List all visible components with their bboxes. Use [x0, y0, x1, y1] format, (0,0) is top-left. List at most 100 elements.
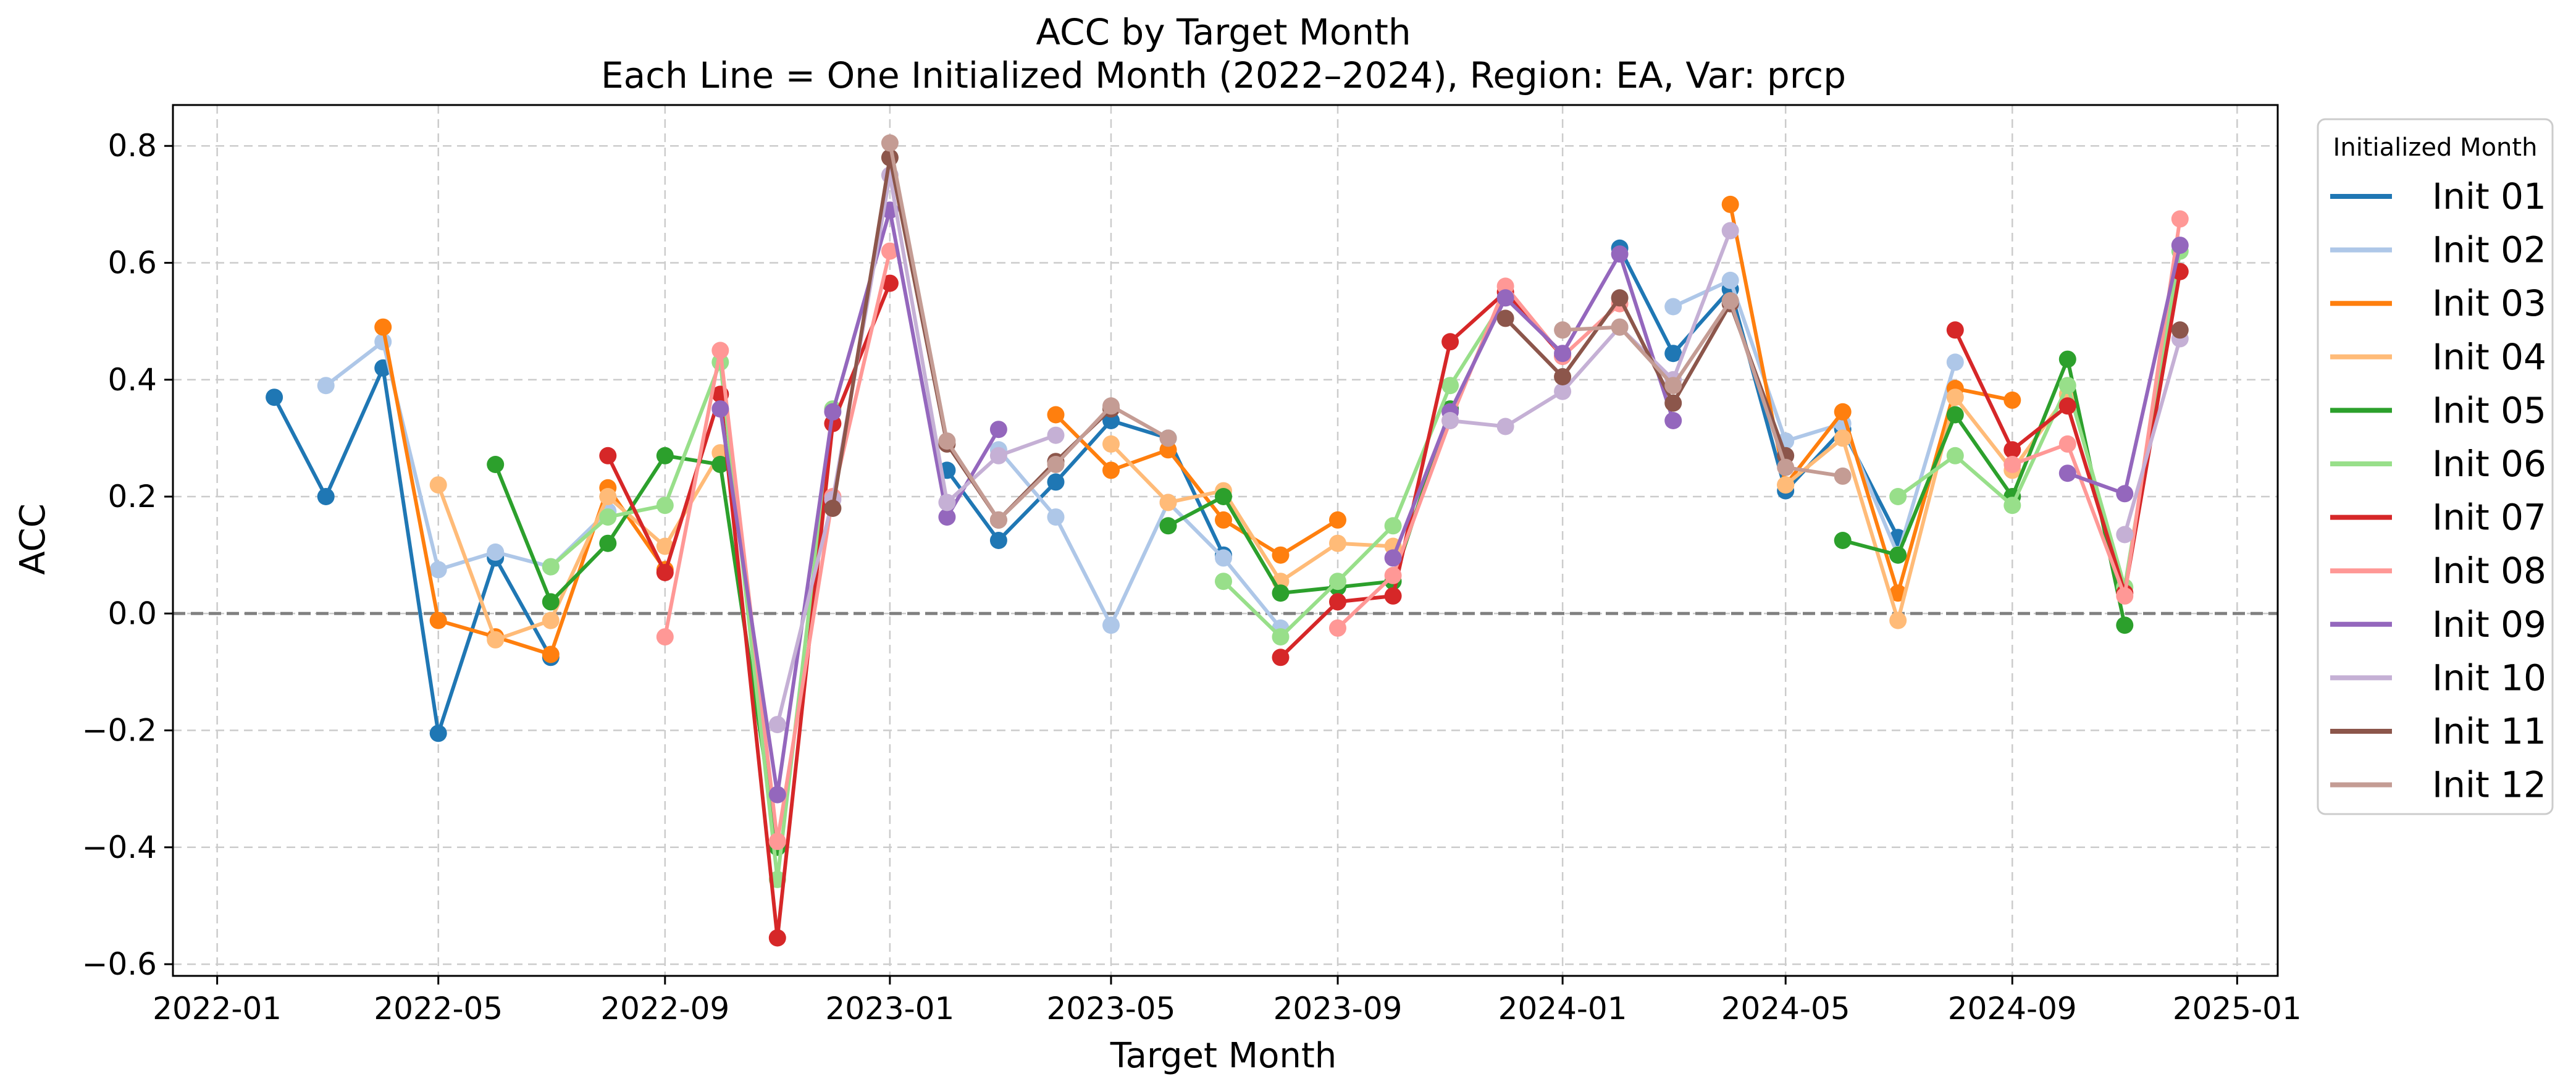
data-point	[1946, 321, 1964, 339]
x-tick-label: 2025-01	[2173, 991, 2302, 1027]
series-init-09	[711, 201, 2189, 804]
data-point	[1834, 403, 1852, 421]
data-point	[768, 716, 786, 734]
data-point	[1329, 593, 1346, 611]
data-point	[938, 432, 956, 450]
data-point	[1496, 418, 1514, 435]
series-line	[606, 282, 892, 940]
data-point	[1329, 573, 1346, 590]
legend-item: Init 03	[2330, 282, 2546, 324]
data-point	[2171, 237, 2189, 254]
data-point	[1215, 573, 1232, 590]
data-point	[1664, 377, 1682, 395]
data-point	[711, 456, 729, 473]
data-point	[1834, 532, 1852, 549]
legend-item: Init 09	[2330, 603, 2546, 645]
data-point	[2171, 210, 2189, 228]
data-point	[938, 508, 956, 526]
data-point	[1441, 377, 1459, 395]
legend-item: Init 11	[2330, 710, 2546, 752]
data-point	[487, 456, 505, 473]
x-tick-label: 2022-01	[153, 991, 282, 1027]
data-point	[989, 421, 1007, 439]
data-point	[1721, 222, 1739, 240]
series-line	[493, 453, 779, 848]
series-line	[2123, 338, 2182, 536]
data-point	[1946, 447, 1964, 464]
data-point	[599, 447, 617, 464]
series-line	[1784, 393, 2070, 623]
y-tick-label: 0.6	[107, 245, 157, 281]
data-point	[1047, 426, 1065, 444]
series-line	[1450, 230, 1732, 429]
data-point	[599, 488, 617, 505]
data-point	[2058, 350, 2076, 368]
legend-label: Init 04	[2432, 336, 2546, 378]
y-tick-label: 0.4	[107, 362, 157, 398]
data-point	[1047, 406, 1065, 424]
data-point	[1664, 394, 1682, 412]
data-point	[2058, 397, 2076, 415]
data-point	[1159, 517, 1177, 535]
data-point	[1215, 511, 1232, 529]
x-tick-label: 2023-05	[1047, 991, 1176, 1027]
legend-label: Init 07	[2432, 497, 2546, 539]
data-point	[1102, 397, 1120, 415]
data-point	[824, 500, 842, 517]
legend-item: Init 06	[2330, 443, 2546, 485]
data-point	[487, 543, 505, 561]
data-point	[2003, 497, 2021, 514]
data-point	[2116, 616, 2134, 634]
data-point	[2058, 377, 2076, 395]
data-point	[1272, 649, 1290, 666]
data-point	[1946, 388, 1964, 406]
data-point	[1611, 318, 1629, 336]
data-point	[1384, 587, 1402, 605]
series-line	[1279, 290, 1564, 659]
series-line	[381, 327, 667, 657]
data-point	[2003, 456, 2021, 473]
data-point	[1721, 195, 1739, 213]
legend-label: Init 05	[2432, 389, 2546, 431]
data-point	[1159, 494, 1177, 511]
data-point	[1215, 549, 1232, 567]
data-point	[1946, 406, 1964, 424]
y-tick-label: −0.4	[82, 830, 157, 865]
data-point	[1329, 511, 1346, 529]
grid-layer	[173, 105, 2278, 976]
axis-layer: 2022-01 2022-05 2022-09 2023-01 2023-05 2023-…	[82, 128, 2302, 1027]
series-line	[272, 366, 553, 736]
data-point	[429, 476, 447, 494]
data-point	[1102, 435, 1120, 453]
data-point	[2116, 526, 2134, 544]
data-point	[989, 447, 1007, 464]
chart-title: ACC by Target Month	[1036, 11, 1411, 53]
data-point	[656, 447, 674, 464]
data-point	[881, 242, 899, 260]
data-point	[1834, 467, 1852, 485]
legend-item: Init 05	[2330, 389, 2546, 431]
data-point	[1496, 289, 1514, 307]
data-point	[881, 134, 899, 152]
chart-subtitle: Each Line = One Initialized Month (2022–…	[601, 54, 1846, 96]
data-point	[1496, 309, 1514, 327]
legend-item: Init 08	[2330, 550, 2546, 592]
y-tick-label: 0.0	[107, 595, 157, 631]
data-point	[2003, 391, 2021, 409]
legend-label: Init 08	[2432, 550, 2546, 592]
data-point	[768, 833, 786, 850]
series-line	[1562, 299, 1844, 478]
legend-box	[2317, 118, 2554, 815]
data-point	[599, 534, 617, 552]
plot-frame	[172, 104, 2279, 977]
data-point	[1611, 289, 1629, 307]
data-point	[1159, 429, 1177, 447]
data-point	[1554, 382, 1572, 400]
series-line	[1842, 357, 2127, 626]
data-point	[1946, 353, 1964, 371]
data-point	[317, 488, 335, 505]
data-point	[1272, 546, 1290, 564]
data-point	[938, 494, 956, 511]
